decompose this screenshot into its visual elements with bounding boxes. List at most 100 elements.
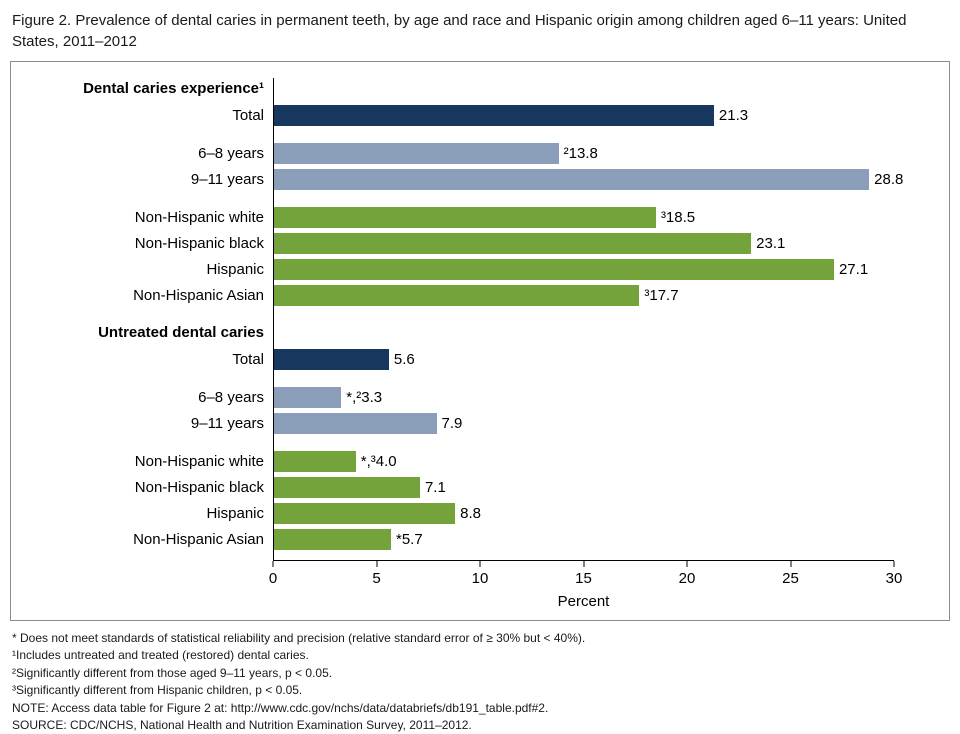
bar-group: Dental caries experience¹ Total 21.3 6–8 ye… [11, 76, 949, 308]
bar-subgroup: Non-Hispanic white ³18.5 Non-Hispanic blac… [11, 204, 949, 308]
bar-area: 27.1 [273, 258, 894, 280]
category-label: Non-Hispanic black [134, 478, 264, 496]
bar-area: *,²3.3 [273, 386, 894, 408]
bar-area: *,³4.0 [273, 450, 894, 472]
bar-area: 5.6 [273, 348, 894, 370]
value-label: ³17.7 [644, 286, 679, 304]
value-label: 21.3 [718, 106, 749, 124]
value-label: *,³4.0 [360, 452, 397, 470]
bar-area: 7.9 [273, 412, 894, 434]
bar-row: Total 5.6 [11, 346, 949, 372]
group-heading: Dental caries experience¹ [83, 79, 264, 97]
value-label: 27.1 [838, 260, 869, 278]
bar [273, 104, 714, 126]
category-label: 9–11 years [190, 414, 264, 432]
category-label: Non-Hispanic white [134, 208, 264, 226]
bar-area: 23.1 [273, 232, 894, 254]
bar [273, 476, 420, 498]
tick-mark [376, 561, 377, 567]
tick-mark [583, 561, 584, 567]
heading-spacer [273, 78, 894, 99]
value-label: *5.7 [395, 530, 423, 548]
bar-row: 6–8 years ²13.8 [11, 140, 949, 166]
footnote-reliability: * Does not meet standards of statistical… [12, 631, 586, 645]
bar-row: 9–11 years 7.9 [11, 410, 949, 436]
bar [273, 284, 640, 306]
tick-mark [479, 561, 481, 567]
bar-subgroup: Total 5.6 [11, 346, 949, 372]
tick-label: 30 [885, 570, 903, 587]
group-heading-row: Untreated dental caries [11, 320, 949, 344]
tick-label: 20 [678, 570, 696, 587]
footnote-3: ³Significantly different from Hispanic c… [12, 683, 303, 698]
category-label: Hispanic [206, 260, 264, 278]
tick-mark [686, 561, 688, 567]
footnote-source: SOURCE: CDC/NCHS, National Health and Nu… [12, 717, 472, 732]
tick-mark [893, 561, 895, 567]
category-label: Non-Hispanic Asian [133, 530, 264, 548]
bar-area: 8.8 [273, 502, 894, 524]
group-heading: Untreated dental caries [98, 323, 264, 341]
footnotes: * Does not meet standards of statistical… [10, 630, 950, 734]
bar [273, 386, 342, 408]
bar [273, 232, 752, 254]
figure-title: Figure 2. Prevalence of dental caries in… [12, 12, 907, 50]
bar-area: ³17.7 [273, 284, 894, 306]
bar-row: 9–11 years 28.8 [11, 166, 949, 192]
value-label: 23.1 [756, 234, 786, 252]
bar [273, 412, 437, 434]
chart-rows: Dental caries experience¹ Total 21.3 6–8 ye… [11, 76, 949, 560]
bar-row: Non-Hispanic Asian *5.7 [11, 526, 949, 552]
tick-mark [272, 561, 274, 567]
x-axis: 0 5 10 15 20 25 30 [269, 560, 902, 590]
x-axis-title: Percent [557, 593, 610, 610]
value-label: 8.8 [460, 504, 482, 522]
bar-area: ³18.5 [273, 206, 894, 228]
category-label: 6–8 years [198, 144, 264, 162]
bar [273, 528, 391, 550]
bar [273, 206, 656, 228]
bar-row: Non-Hispanic white *,³4.0 [11, 448, 949, 474]
bar-group: Untreated dental caries Total 5.6 6–8 years… [11, 320, 949, 552]
category-label: 9–11 years [190, 170, 264, 188]
category-label: 6–8 years [198, 388, 264, 406]
group-heading-row: Dental caries experience¹ [11, 76, 949, 100]
value-label: 28.8 [874, 170, 904, 188]
bar [273, 168, 870, 190]
bar [273, 258, 834, 280]
bar [273, 348, 389, 370]
bar-row: Non-Hispanic white ³18.5 [11, 204, 949, 230]
bar [273, 502, 456, 524]
bar-subgroup: Non-Hispanic white *,³4.0 Non-Hispanic bla… [11, 448, 949, 552]
heading-spacer [273, 322, 894, 343]
category-label: Non-Hispanic white [134, 452, 264, 470]
x-axis-title-row: Percent [273, 593, 894, 610]
value-label: ³18.5 [660, 208, 696, 226]
bar-subgroup: 6–8 years ²13.8 9–11 years 28.8 [11, 140, 949, 192]
bar-subgroup: 6–8 years *,²3.3 9–11 years 7.9 [11, 384, 949, 436]
value-label: 7.1 [424, 478, 446, 496]
bar [273, 142, 559, 164]
tick-label: 25 [782, 570, 799, 587]
footnote-2: ²Significantly different from those aged… [12, 665, 333, 680]
tick-label: 15 [575, 570, 592, 587]
bar-area: 7.1 [273, 476, 894, 498]
bar-area: 21.3 [273, 104, 894, 126]
bar-row: Hispanic 27.1 [11, 256, 949, 282]
bar-row: Non-Hispanic Asian ³17.7 [11, 282, 949, 308]
category-label: Total [232, 106, 264, 124]
bar-area: *5.7 [273, 528, 894, 550]
category-label: Non-Hispanic black [134, 234, 264, 252]
footnote-note: NOTE: Access data table for Figure 2 at:… [12, 700, 549, 715]
tick-label: 10 [471, 570, 489, 587]
chart-box: Dental caries experience¹ Total 21.3 6–8 ye… [10, 61, 950, 621]
tick-mark [790, 561, 791, 567]
bar-row: Hispanic 8.8 [11, 500, 949, 526]
category-label: Hispanic [206, 504, 264, 522]
value-label: ²13.8 [563, 144, 598, 162]
bar-row: Total 21.3 [11, 102, 949, 128]
bar-row: 6–8 years *,²3.3 [11, 384, 949, 410]
tick-label: 5 [372, 570, 381, 587]
category-label: Total [232, 350, 264, 368]
